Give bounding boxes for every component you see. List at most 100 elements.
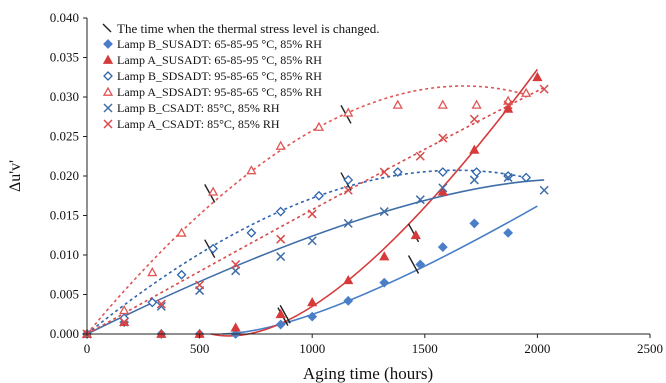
legend-label: Lamp B_CSADT: 85°C, 85% RH (117, 101, 280, 115)
data-point (379, 207, 389, 217)
data-point (307, 209, 317, 219)
data-point (469, 218, 480, 229)
legend-note-label: The time when the thermal stress level i… (117, 21, 379, 36)
data-point (415, 195, 425, 205)
fit-curve (222, 205, 538, 335)
data-point (379, 277, 390, 288)
y-tick-label: 0.035 (50, 50, 79, 65)
data-point (275, 319, 286, 330)
data-point (343, 218, 353, 228)
x-tick-label: 1500 (412, 341, 438, 356)
data-point (275, 140, 286, 150)
data-point (438, 183, 448, 193)
data-point (503, 173, 513, 183)
x-tick-label: 2000 (524, 341, 550, 356)
data-point (275, 308, 286, 319)
data-point (503, 100, 513, 110)
y-tick-label: 0.005 (50, 287, 79, 302)
data-point (410, 229, 421, 240)
data-point (437, 186, 448, 196)
data-point (469, 144, 480, 154)
y-tick-label: 0.020 (50, 168, 79, 183)
data-point (208, 186, 219, 196)
legend-marker (102, 86, 114, 96)
data-point (379, 167, 389, 177)
data-point (469, 175, 479, 185)
legend: The time when the thermal stress level i… (102, 21, 379, 131)
y-tick-label: 0.040 (50, 10, 79, 25)
data-point (379, 251, 390, 261)
y-tick-label: 0.010 (50, 247, 79, 262)
data-point (392, 167, 403, 177)
data-point (437, 242, 448, 253)
data-point (230, 322, 241, 332)
x-tick-label: 2500 (637, 341, 663, 356)
data-point (539, 84, 549, 94)
data-point (314, 190, 324, 201)
legend-marker (103, 119, 113, 129)
data-point (176, 227, 187, 237)
data-point (415, 259, 426, 270)
data-point (437, 167, 448, 177)
data-point (521, 172, 532, 183)
y-tick-label: 0.015 (50, 208, 79, 223)
legend-marker (103, 103, 113, 113)
x-tick-label: 500 (190, 341, 210, 356)
stress-change-mark (279, 304, 291, 324)
y-tick-label: 0.000 (50, 326, 79, 341)
data-point (195, 280, 205, 290)
legend-label: Lamp A_CSADT: 85°C, 85% RH (117, 117, 280, 131)
data-point (307, 236, 317, 246)
legend-label: Lamp A_SUSADT: 65-85-95 °C, 85% RH (117, 53, 322, 67)
y-axis-label: Δu'v' (7, 160, 24, 192)
legend-marker (102, 54, 114, 64)
data-point (343, 175, 354, 185)
stress-change-mark (407, 255, 420, 274)
data-point (307, 311, 318, 322)
data-point (208, 243, 219, 254)
x-axis-label: Aging time (hours) (303, 364, 433, 383)
data-point (471, 99, 482, 109)
data-point (503, 103, 514, 113)
data-point (276, 234, 286, 244)
data-point (532, 71, 543, 82)
legend-marker (103, 71, 113, 81)
ticks: 0 500 1000 1500 2000 2500 0.000 0.005 0.010 0.015… (50, 10, 663, 356)
data-point (503, 227, 514, 238)
x-tick-label: 1000 (299, 341, 325, 356)
data-point (392, 99, 403, 109)
data-point (503, 171, 514, 181)
data-point (415, 151, 425, 161)
data-point (246, 227, 257, 238)
data-point (539, 185, 549, 195)
data-point (313, 121, 325, 131)
data-point (147, 267, 158, 277)
data-point (307, 297, 318, 307)
data-point (176, 269, 187, 280)
data-point (343, 274, 354, 285)
data-point (156, 299, 166, 309)
data-point (119, 304, 130, 315)
data-point (156, 301, 166, 311)
data-point (438, 133, 448, 143)
legend-stress-mark (102, 23, 112, 33)
data-point (276, 252, 286, 262)
data-point (343, 107, 354, 117)
legend-label: Lamp B_SDSADT: 95-85-65 °C, 85% RH (117, 69, 322, 83)
y-tick-label: 0.025 (50, 129, 79, 144)
y-tick-label: 0.030 (50, 89, 79, 104)
data-point (521, 87, 532, 97)
legend-label: Lamp A_SDSADT: 95-85-65 °C, 85% RH (117, 85, 322, 99)
data-point (119, 317, 129, 327)
legend-label: Lamp B_SUSADT: 65-85-95 °C, 85% RH (117, 37, 322, 51)
data-point (343, 185, 353, 195)
data-point (343, 295, 354, 306)
data-point (231, 259, 241, 270)
data-point (471, 167, 482, 177)
data-point (275, 206, 286, 217)
legend-marker (103, 39, 113, 49)
x-tick-label: 0 (84, 341, 91, 356)
data-point (246, 165, 257, 175)
data-point (469, 114, 479, 124)
